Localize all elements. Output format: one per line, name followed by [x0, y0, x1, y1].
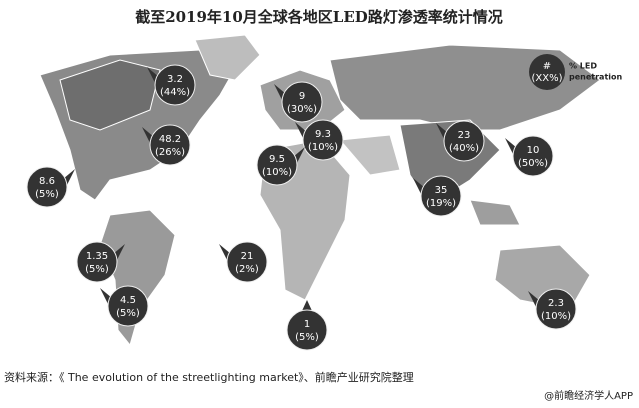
legend-label: % LED: [569, 62, 597, 71]
bubble-value: 10: [527, 145, 540, 156]
bubble-circle: [281, 81, 323, 123]
bubble-percent: (50%): [518, 158, 548, 169]
bubble-circle: [443, 120, 485, 162]
bubble: 3.2 (44%): [147, 64, 196, 106]
bubble-circle: [107, 285, 149, 327]
bubble-percent: (10%): [541, 311, 571, 322]
bubble-value: 3.2: [167, 74, 183, 85]
bubble: 9 (30%): [274, 81, 323, 123]
legend-symbol: #: [543, 61, 551, 72]
source: 资料来源：《 The evolution of the streetlighti…: [4, 370, 414, 384]
bubble-percent: (2%): [235, 264, 259, 275]
bubble: 9.5 (10%): [256, 144, 305, 186]
bubble-value: 1.35: [86, 251, 108, 262]
bubble-percent: (5%): [35, 189, 59, 200]
bubble-percent: (5%): [295, 332, 319, 343]
bubble-value: 1: [304, 319, 310, 330]
bubble: 21 (2%): [219, 241, 268, 283]
bubble-percent: (26%): [155, 147, 185, 158]
bubble-value: 4.5: [120, 295, 136, 306]
bubble: 23 (40%): [436, 120, 485, 162]
bubble-circle: [286, 309, 328, 351]
bubble-percent: (5%): [116, 308, 140, 319]
bubble-percent: (10%): [262, 167, 292, 178]
bubble: 4.5 (5%): [100, 285, 149, 327]
bubble-circle: [256, 144, 298, 186]
bubble: 1.35 (5%): [76, 241, 125, 283]
bubble-percent: (5%): [85, 264, 109, 275]
bubble-circle: [76, 241, 118, 283]
legend-percent: (XX%): [531, 73, 562, 84]
bubble-circle: [535, 288, 577, 330]
bubble-value: 8.6: [39, 176, 55, 187]
bubble: 35 (19%): [413, 175, 462, 217]
bubble-circle: [302, 119, 344, 161]
footer: @前瞻经济学人APP: [544, 389, 633, 402]
bubble-circle: [512, 135, 554, 177]
bubble: 48.2 (26%): [142, 124, 191, 166]
bubble-percent: (10%): [308, 142, 338, 153]
bubble: 2.3 (10%): [528, 288, 577, 330]
bubble: 1 (5%): [286, 300, 328, 351]
bubble-value: 9: [299, 91, 305, 102]
bubble-percent: (40%): [449, 143, 479, 154]
bubble-percent: (19%): [426, 198, 456, 209]
bubble-value: 9.5: [269, 154, 285, 165]
bubble-circle: [420, 175, 462, 217]
bubble-circle: [226, 241, 268, 283]
bubble: 9.3 (10%): [295, 119, 344, 161]
legend-bubble: [529, 54, 565, 90]
bubble-value: 2.3: [548, 298, 564, 309]
legend: # (XX%) % LED penetration: [529, 54, 623, 90]
bubble-value: 35: [435, 185, 448, 196]
bubble-value: 48.2: [159, 134, 181, 145]
bubble: 8.6 (5%): [26, 166, 75, 208]
bubble-circle: [149, 124, 191, 166]
bubble-value: 9.3: [315, 129, 331, 140]
bubble-percent: (30%): [287, 104, 317, 115]
bubble-value: 21: [241, 251, 254, 262]
legend-label: penetration: [569, 73, 623, 82]
title: 截至2019年10月全球各地区LED路灯渗透率统计情况: [135, 8, 503, 26]
bubble-circle: [26, 166, 68, 208]
bubble-percent: (44%): [160, 87, 190, 98]
bubble-circle: [154, 64, 196, 106]
bubble-value: 23: [458, 130, 471, 141]
bubble: 10 (50%): [505, 135, 554, 177]
